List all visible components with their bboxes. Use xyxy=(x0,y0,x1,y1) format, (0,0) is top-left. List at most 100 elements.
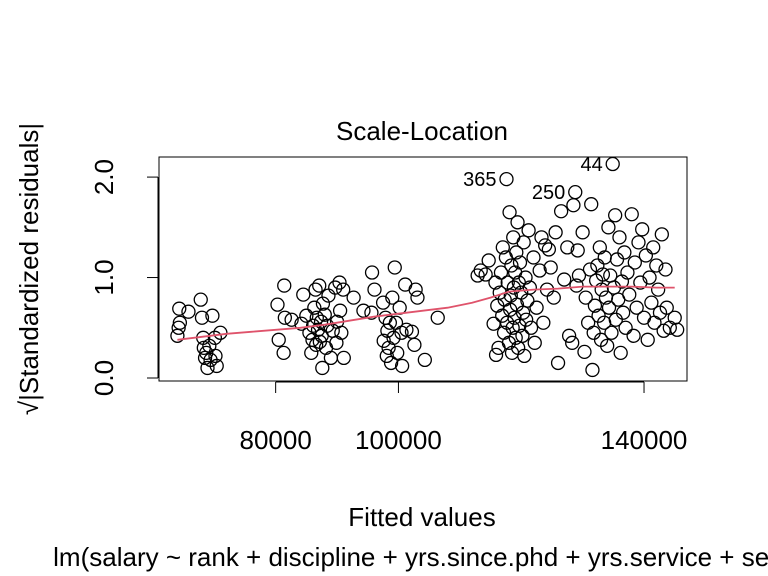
data-point xyxy=(364,305,379,320)
data-point xyxy=(536,315,551,330)
data-point xyxy=(543,260,558,275)
plot-box xyxy=(158,156,688,382)
data-point xyxy=(586,325,601,340)
data-point xyxy=(199,345,214,361)
data-point xyxy=(529,300,544,315)
data-point xyxy=(523,320,539,335)
data-point xyxy=(194,310,210,325)
data-point xyxy=(553,204,569,219)
data-point xyxy=(585,362,600,378)
x-tick-label: 80000 xyxy=(239,425,311,455)
data-point xyxy=(575,225,590,240)
data-point xyxy=(650,282,666,297)
data-point xyxy=(379,348,394,364)
data-point xyxy=(193,292,208,307)
data-point xyxy=(512,255,528,270)
data-point xyxy=(582,262,598,277)
data-point xyxy=(584,197,599,212)
data-point xyxy=(647,315,662,330)
data-point xyxy=(205,308,220,323)
point-label: 365 xyxy=(463,169,496,191)
data-point xyxy=(336,350,351,366)
data-point xyxy=(566,198,581,213)
data-point xyxy=(172,315,188,330)
data-point xyxy=(495,240,510,255)
y-axis: 0.0 1.0 2.0 xyxy=(89,159,159,396)
data-point xyxy=(612,230,627,245)
data-point xyxy=(670,322,685,337)
data-point xyxy=(597,250,612,265)
y-axis-label: √|Standardized residuals| xyxy=(14,123,44,415)
data-point xyxy=(328,280,343,295)
data-point xyxy=(346,290,361,305)
data-point xyxy=(284,312,299,327)
data-point xyxy=(568,185,583,200)
data-point xyxy=(517,348,532,364)
data-point xyxy=(640,332,655,347)
data-point xyxy=(394,358,410,374)
data-point xyxy=(323,350,339,366)
data-point xyxy=(618,320,633,335)
data-point xyxy=(631,235,646,250)
smooth-line xyxy=(177,285,675,341)
data-point xyxy=(587,298,603,313)
data-point xyxy=(382,315,397,330)
data-point xyxy=(659,300,674,315)
x-axis-label: Fitted values xyxy=(348,502,495,532)
data-point xyxy=(385,290,400,305)
data-point xyxy=(181,304,196,319)
data-point xyxy=(605,156,620,172)
data-point xyxy=(276,345,291,361)
data-point xyxy=(601,220,616,235)
chart-title: Scale-Location xyxy=(336,116,508,146)
data-point xyxy=(601,300,617,315)
data-point xyxy=(356,303,371,318)
data-point xyxy=(504,258,519,273)
data-point xyxy=(526,250,541,265)
data-point xyxy=(308,282,323,297)
data-point xyxy=(208,348,223,364)
data-point xyxy=(541,242,557,257)
data-point xyxy=(518,270,533,285)
data-point xyxy=(410,290,425,305)
data-point xyxy=(550,355,566,371)
data-point xyxy=(570,243,585,258)
data-point xyxy=(390,345,405,361)
data-point xyxy=(577,344,592,360)
data-points xyxy=(170,156,685,378)
data-point xyxy=(667,310,682,325)
data-point xyxy=(548,225,563,240)
data-point xyxy=(646,240,661,255)
data-point xyxy=(633,275,648,290)
data-point xyxy=(600,338,615,353)
data-point xyxy=(387,260,402,275)
x-tick-label: 140000 xyxy=(601,425,688,455)
data-point xyxy=(334,325,349,340)
data-point xyxy=(624,207,639,222)
y-tick-label: 0.0 xyxy=(89,360,119,396)
data-point xyxy=(407,337,422,352)
data-point xyxy=(571,268,587,283)
data-point xyxy=(478,267,493,282)
data-point xyxy=(627,255,642,270)
data-point xyxy=(336,282,351,297)
data-point xyxy=(172,301,187,316)
data-point xyxy=(603,268,618,283)
data-point xyxy=(270,297,285,312)
chart-subtitle: lm(salary ~ rank + discipline + yrs.sinc… xyxy=(53,542,768,572)
data-point xyxy=(315,296,331,311)
data-point xyxy=(271,332,286,347)
data-point xyxy=(486,316,501,331)
data-point xyxy=(527,335,542,350)
data-point xyxy=(277,278,292,293)
data-point xyxy=(521,223,536,238)
data-point xyxy=(617,245,632,260)
data-point xyxy=(515,328,530,343)
data-point xyxy=(386,330,401,345)
data-point xyxy=(309,310,324,325)
data-point xyxy=(277,310,293,325)
data-point xyxy=(312,278,327,293)
data-point xyxy=(417,352,432,368)
data-point xyxy=(509,245,524,260)
data-point xyxy=(307,300,322,315)
